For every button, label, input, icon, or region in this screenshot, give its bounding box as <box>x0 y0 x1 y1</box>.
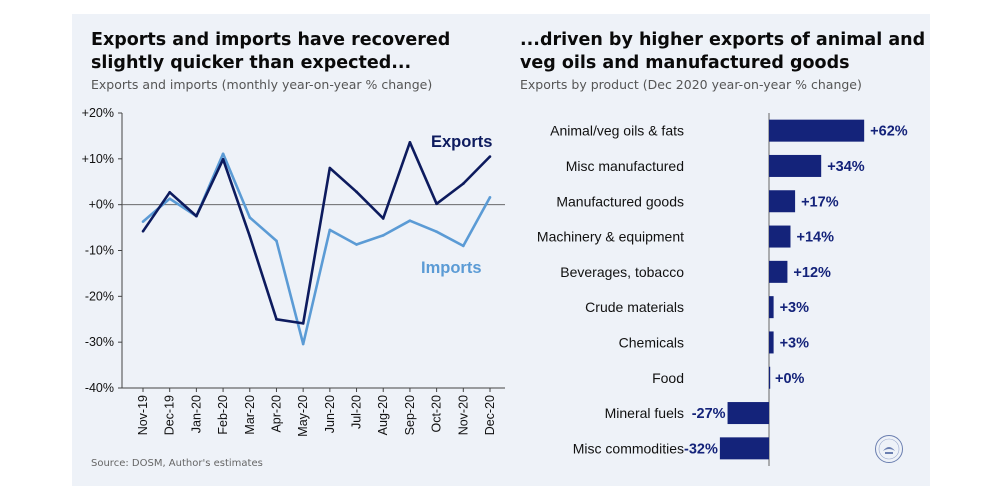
source-note: Source: DOSM, Author's estimates <box>91 458 263 469</box>
data-point-exports <box>141 229 145 233</box>
data-point-imports <box>248 216 252 219</box>
institution-logo <box>875 435 903 463</box>
bar-6 <box>769 331 774 354</box>
data-point-exports <box>488 155 492 158</box>
data-point-exports <box>248 234 252 238</box>
bar-7 <box>769 366 771 389</box>
bar-8 <box>727 402 769 425</box>
bar-value-label: +3% <box>780 300 810 316</box>
category-label: Misc manufactured <box>566 158 684 174</box>
data-point-imports <box>381 234 385 237</box>
x-tick-label: Jan-20 <box>189 395 203 433</box>
data-point-exports <box>275 317 278 321</box>
x-tick-label: Mar-20 <box>243 395 257 435</box>
data-point-exports <box>168 190 171 194</box>
data-point-exports <box>221 157 225 161</box>
data-point-exports <box>328 166 332 170</box>
category-label: Machinery & equipment <box>537 229 684 245</box>
data-point-imports <box>462 244 465 248</box>
x-tick-label: Nov-19 <box>136 395 150 435</box>
series-label-imports: Imports <box>421 259 482 277</box>
data-point-imports <box>168 197 171 201</box>
data-point-exports <box>408 141 412 144</box>
data-point-exports <box>381 217 385 220</box>
data-point-imports <box>408 219 412 223</box>
bar-1 <box>769 154 822 177</box>
data-point-imports <box>275 239 278 243</box>
category-label: Beverages, tobacco <box>560 264 684 280</box>
bar-value-label: +14% <box>796 230 834 246</box>
x-tick-label: Feb-20 <box>216 395 230 435</box>
bar-value-label: -32% <box>684 441 718 457</box>
category-label: Misc commodities <box>573 440 684 456</box>
data-point-imports <box>488 196 492 199</box>
chart-panel <box>72 14 930 486</box>
category-label: Food <box>652 370 684 386</box>
right-chart-subtitle: Exports by product (Dec 2020 year-on-yea… <box>520 77 862 92</box>
x-tick-label: Oct-20 <box>430 395 444 433</box>
bar-4 <box>769 260 788 283</box>
data-point-exports <box>301 322 305 325</box>
y-tick-label: -30% <box>85 335 114 349</box>
bar-3 <box>769 225 791 248</box>
category-label: Manufactured goods <box>556 193 684 209</box>
x-tick-label: Dec-20 <box>483 395 497 435</box>
x-tick-label: May-20 <box>296 395 310 437</box>
bar-value-label: +3% <box>780 335 810 351</box>
y-tick-label: -20% <box>85 289 114 303</box>
data-point-exports <box>195 214 198 218</box>
y-tick-label: +20% <box>82 106 114 120</box>
right-chart-title: ...driven by higher exports of animal an… <box>520 30 926 73</box>
bar-2 <box>769 190 796 213</box>
category-label: Animal/veg oils & fats <box>550 123 684 139</box>
x-tick-label: Jul-20 <box>350 395 364 429</box>
y-tick-label: +0% <box>89 198 114 212</box>
bar-0 <box>769 119 865 142</box>
bar-value-label: +0% <box>775 371 805 387</box>
data-point-imports <box>435 230 438 234</box>
bar-value-label: +62% <box>870 124 908 140</box>
data-point-imports <box>301 342 305 346</box>
y-tick-label: +10% <box>82 152 114 166</box>
data-point-exports <box>462 182 465 185</box>
x-tick-label: Nov-20 <box>456 395 470 435</box>
data-point-imports <box>141 220 145 223</box>
bar-value-label: +17% <box>801 194 839 210</box>
x-tick-label: Aug-20 <box>376 395 390 435</box>
bar-value-label: +12% <box>793 265 831 281</box>
bar-5 <box>769 296 774 319</box>
category-label: Chemicals <box>619 334 684 350</box>
x-tick-label: Apr-20 <box>269 395 283 433</box>
x-tick-label: Dec-19 <box>163 395 177 435</box>
data-point-exports <box>355 190 358 194</box>
x-tick-label: Sep-20 <box>403 395 417 435</box>
series-line-exports <box>141 141 491 325</box>
left-chart-subtitle: Exports and imports (monthly year-on-yea… <box>91 77 433 92</box>
data-point-imports <box>221 152 225 156</box>
category-label: Mineral fuels <box>605 405 684 421</box>
series-label-exports: Exports <box>431 133 492 151</box>
data-point-exports <box>435 202 438 206</box>
bar-value-label: -27% <box>692 406 726 422</box>
data-point-imports <box>328 228 332 232</box>
category-label: Crude materials <box>585 299 684 315</box>
y-tick-label: -40% <box>85 381 114 395</box>
y-tick-label: -10% <box>85 244 114 258</box>
data-point-imports <box>355 243 358 246</box>
bar-9 <box>719 437 769 460</box>
x-tick-label: Jun-20 <box>323 395 337 433</box>
bar-value-label: +34% <box>827 159 865 175</box>
left-chart-title: Exports and imports have recovered sligh… <box>91 30 451 73</box>
